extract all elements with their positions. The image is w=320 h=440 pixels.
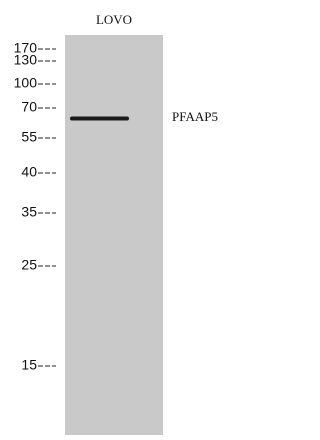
- lane: [65, 35, 163, 435]
- marker-label: 130: [14, 52, 38, 68]
- marker-label: 15: [21, 357, 37, 373]
- marker-label: 70: [21, 99, 37, 115]
- marker-label: 55: [21, 129, 37, 145]
- marker-label: 100: [14, 75, 38, 91]
- marker-label: 25: [21, 257, 37, 273]
- marker-label: 35: [21, 204, 37, 220]
- band-label: PFAAP5: [172, 109, 218, 124]
- lane-label: LOVO: [96, 12, 132, 27]
- marker-label: 40: [21, 164, 37, 180]
- band: [70, 117, 129, 121]
